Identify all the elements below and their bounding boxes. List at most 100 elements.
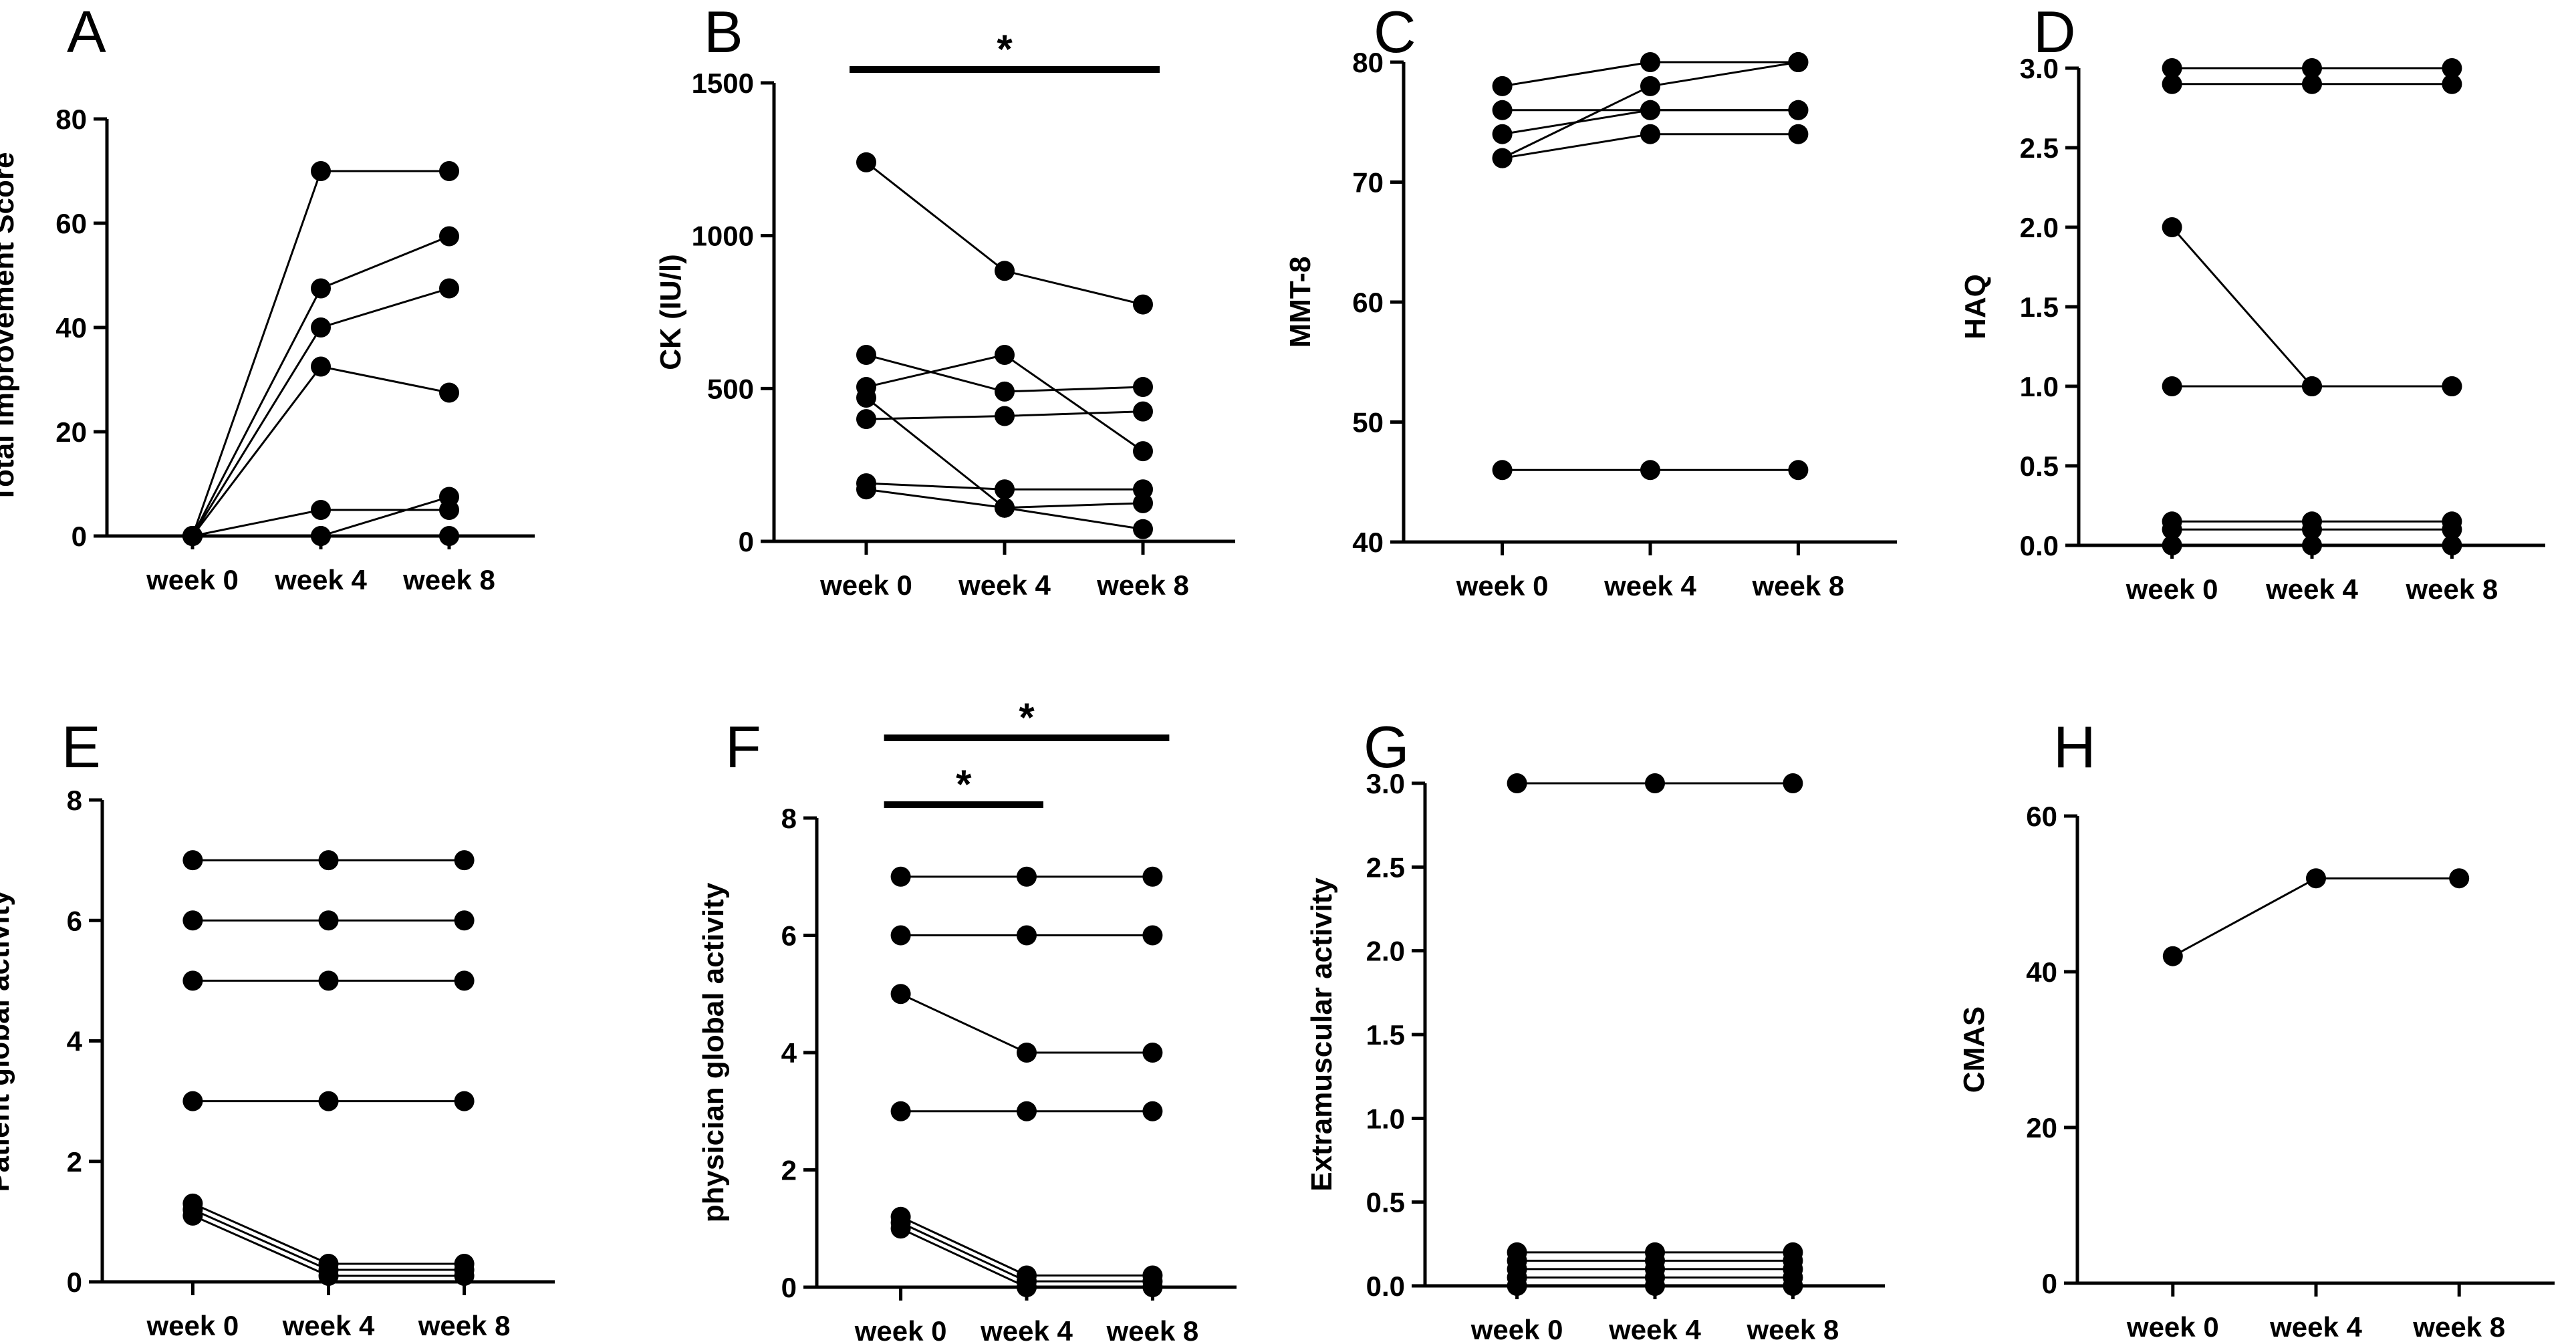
panel-d-data-point	[2442, 58, 2462, 78]
panel-e-data-point	[182, 970, 203, 991]
panel-c-data-point	[1640, 52, 1660, 72]
panel-g-y-tick-label: 0.5	[1366, 1187, 1405, 1218]
panel-f-x-tick-label: week 0	[854, 1315, 947, 1342]
panel-f-y-tick-label: 6	[781, 920, 797, 952]
panel-c-data-point	[1788, 52, 1809, 72]
panel-c-data-point	[1788, 124, 1809, 144]
panel-a-data-point	[439, 226, 459, 247]
panel-c: C 40 50 60 70 80 week 0 week 4 week 8 MMT-8	[1284, 0, 1897, 601]
panel-d-y-axis-title: HAQ	[1959, 274, 1992, 340]
panel-a-x-tick-label: week 8	[402, 564, 495, 595]
panel-f-y-axis-title: physician global activity	[697, 882, 730, 1222]
panel-d-y-tick-label: 0.0	[2020, 530, 2059, 561]
panel-g-data-point	[1645, 773, 1665, 793]
panel-a-series-line	[191, 170, 449, 537]
panel-d-data-point	[2302, 376, 2322, 396]
panel-e-y-tick-label: 6	[67, 905, 82, 936]
panel-b-data-point	[856, 152, 876, 172]
panel-d-data-point	[2162, 519, 2182, 540]
panel-e-data-point	[182, 1091, 203, 1111]
panel-b-significance-star: *	[997, 27, 1013, 72]
panel-a-data-point	[439, 526, 459, 546]
panel-g-data-point	[1645, 1276, 1665, 1296]
panel-b-series-line	[866, 354, 1144, 452]
panel-a: A 0 20 40 60 80 week 0 week 4 week 8 Total impro…	[0, 0, 535, 595]
panel-b-letter: B	[704, 0, 743, 65]
panel-d-series-line	[2171, 227, 2452, 388]
panel-b-y-tick-label: 1000	[692, 221, 754, 252]
panel-h-letter: H	[2053, 714, 2096, 780]
panel-f-data-point	[1017, 1043, 1037, 1063]
panel-g-y-tick-label: 0.0	[1366, 1270, 1405, 1302]
panel-a-x-tick-label: week 4	[274, 564, 367, 595]
panel-f-data-point	[890, 984, 911, 1004]
panel-e-x-tick-label: week 8	[418, 1310, 511, 1341]
panel-c-data-point	[1492, 76, 1513, 96]
panel-d-data-point	[2442, 535, 2462, 555]
panel-f-y-tick-label: 2	[781, 1155, 797, 1186]
panel-h-y-tick-label: 60	[2026, 801, 2057, 832]
panel-a-y-tick-label: 0	[72, 521, 87, 552]
panel-f-letter: F	[725, 714, 761, 780]
panel-a-y-tick-label: 40	[55, 312, 87, 344]
panel-e-data-point	[454, 1265, 475, 1286]
panel-h-data-point	[2162, 946, 2183, 966]
panel-c-x-tick-label: week 0	[1456, 570, 1549, 601]
panel-d-x-tick-label: week 0	[2126, 573, 2218, 605]
panel-c-data-point	[1788, 460, 1809, 481]
panel-f: F 0 2 4 6 8 week 0 week 4 week 8 physician globa…	[697, 695, 1237, 1342]
panel-b-data-point	[856, 345, 876, 366]
panel-a-data-point	[311, 161, 331, 181]
panel-e-y-tick-label: 8	[67, 785, 82, 816]
panel-d-data-point	[2442, 74, 2462, 94]
panel-g-data-point	[1783, 773, 1803, 793]
panel-e-x-tick-label: week 0	[146, 1310, 239, 1341]
panel-f-y-tick-label: 0	[781, 1272, 797, 1303]
panel-d-y-tick-label: 2.5	[2020, 132, 2059, 164]
panel-c-data-point	[1492, 124, 1513, 144]
panel-b-y-tick-label: 0	[739, 526, 754, 557]
panel-e-data-point	[182, 850, 203, 871]
panel-e-data-point	[182, 1205, 203, 1226]
panel-f-y-tick-label: 4	[781, 1037, 797, 1069]
panel-b-data-point	[856, 388, 876, 408]
panel-a-data-point	[311, 526, 331, 546]
panel-a-data-point	[311, 317, 331, 338]
panel-c-data-point	[1640, 76, 1660, 96]
panel-b-x-tick-label: week 8	[1096, 569, 1189, 601]
panel-f-data-point	[1017, 1101, 1037, 1121]
panel-c-y-axis-title: MMT-8	[1284, 257, 1317, 348]
panel-g-x-tick-label: week 8	[1747, 1314, 1839, 1342]
panel-c-x-tick-label: week 8	[1752, 570, 1845, 601]
panel-f-significance-star: *	[956, 762, 972, 807]
panel-h: H 0 20 40 60 week 0 week 4 week 8 CMAS	[1958, 714, 2555, 1342]
panel-d-data-point	[2162, 217, 2182, 237]
panel-d-data-point	[2302, 58, 2322, 78]
panel-g-y-tick-label: 1.0	[1366, 1103, 1405, 1134]
panel-g-y-tick-label: 3.0	[1366, 768, 1405, 799]
panel-d-y-tick-label: 2.0	[2020, 212, 2059, 243]
panel-f-data-point	[1142, 925, 1163, 946]
panel-c-y-tick-label: 60	[1352, 287, 1384, 318]
panel-f-significance-star: *	[1019, 695, 1035, 740]
panel-e-y-tick-label: 0	[67, 1266, 82, 1298]
panel-c-data-point	[1492, 148, 1513, 168]
panel-c-data-point	[1492, 100, 1513, 120]
panel-a-data-point	[311, 500, 331, 520]
panel-f-data-point	[1017, 1277, 1037, 1297]
panel-e-data-point	[318, 970, 339, 991]
panel-e-data-point	[454, 970, 475, 991]
panel-c-x-tick-label: week 4	[1603, 570, 1696, 601]
panel-b-data-point	[1133, 493, 1153, 513]
panel-h-y-tick-label: 20	[2026, 1112, 2057, 1144]
panel-e-data-point	[454, 850, 475, 871]
panel-f-y-tick-label: 8	[781, 803, 797, 834]
panel-f-data-point	[890, 925, 911, 946]
panel-a-data-point	[439, 487, 459, 507]
panel-b-data-point	[1133, 479, 1153, 500]
panel-h-data-point	[2306, 868, 2326, 889]
panel-c-data-point	[1640, 460, 1660, 481]
panel-g-data-point	[1507, 1276, 1527, 1296]
panel-a-x-tick-label: week 0	[146, 564, 239, 595]
panel-d-data-point	[2302, 535, 2322, 555]
